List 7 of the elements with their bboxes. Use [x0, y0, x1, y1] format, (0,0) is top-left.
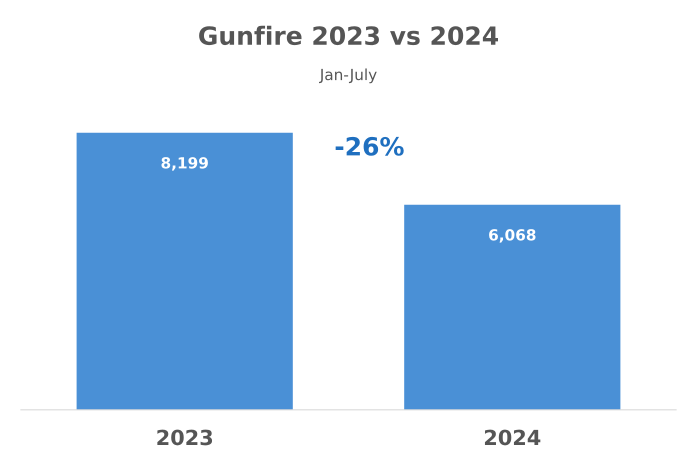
annotation: -26%: [336, 136, 404, 156]
data-label: 8,199: [161, 157, 208, 171]
data-label: 6,068: [489, 229, 536, 243]
chart-title: Gunfire 2023 vs 2024: [199, 26, 498, 46]
x-tick-label: 2023: [157, 430, 212, 446]
x-tick-label: 2024: [484, 430, 540, 446]
chart-subtitle: Jan-July: [319, 68, 377, 84]
